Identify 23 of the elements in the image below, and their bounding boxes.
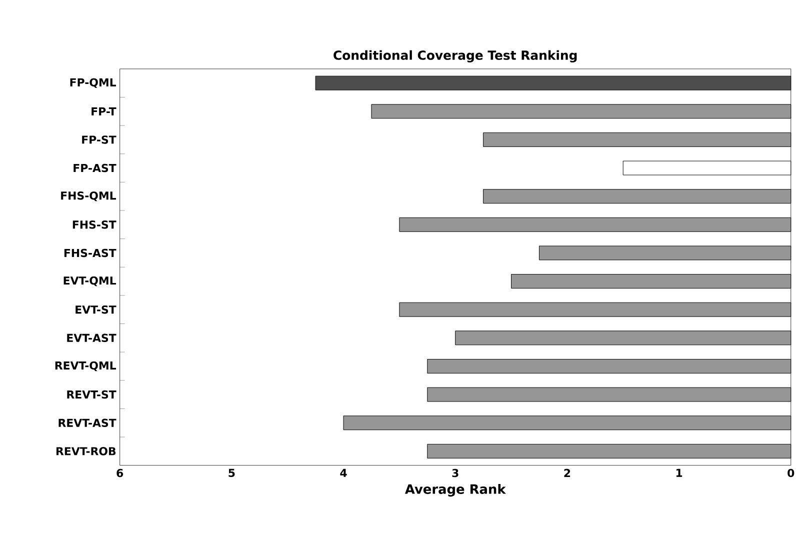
- y-tick-label: REVT-AST: [58, 418, 116, 427]
- y-tick-label: FHS-ST: [72, 220, 116, 229]
- y-tick-label: FP-QML: [70, 78, 116, 88]
- y-tick-label: REVT-QML: [55, 361, 116, 371]
- x-tick-label: 3: [452, 468, 458, 478]
- x-tick-label: 6: [116, 468, 124, 478]
- y-tick-label: EVT-QML: [64, 276, 116, 286]
- y-tick-label: EVT-AST: [67, 334, 116, 342]
- y-tick-label: FHS-QML: [61, 191, 116, 202]
- y-tick-label: FP-T: [92, 107, 116, 116]
- y-tick-label: FP-AST: [74, 164, 116, 172]
- x-tick-label: 4: [340, 468, 347, 477]
- x-tick-label: 5: [228, 468, 235, 477]
- chart-title: Conditional Coverage Test Ranking: [334, 50, 577, 62]
- x-tick-label: 0: [788, 468, 794, 478]
- y-tick-label: FP-ST: [82, 135, 116, 144]
- y-tick-label: EVT-ST: [76, 305, 116, 314]
- x-tick-label: 1: [676, 468, 682, 477]
- x-tick-label: 2: [564, 468, 570, 477]
- y-tick-label: REVT-ST: [67, 390, 116, 399]
- y-tick-label: FHS-AST: [64, 248, 116, 257]
- x-axis-title: Average Rank: [404, 484, 506, 496]
- y-tick-label: REVT-ROB: [56, 446, 116, 456]
